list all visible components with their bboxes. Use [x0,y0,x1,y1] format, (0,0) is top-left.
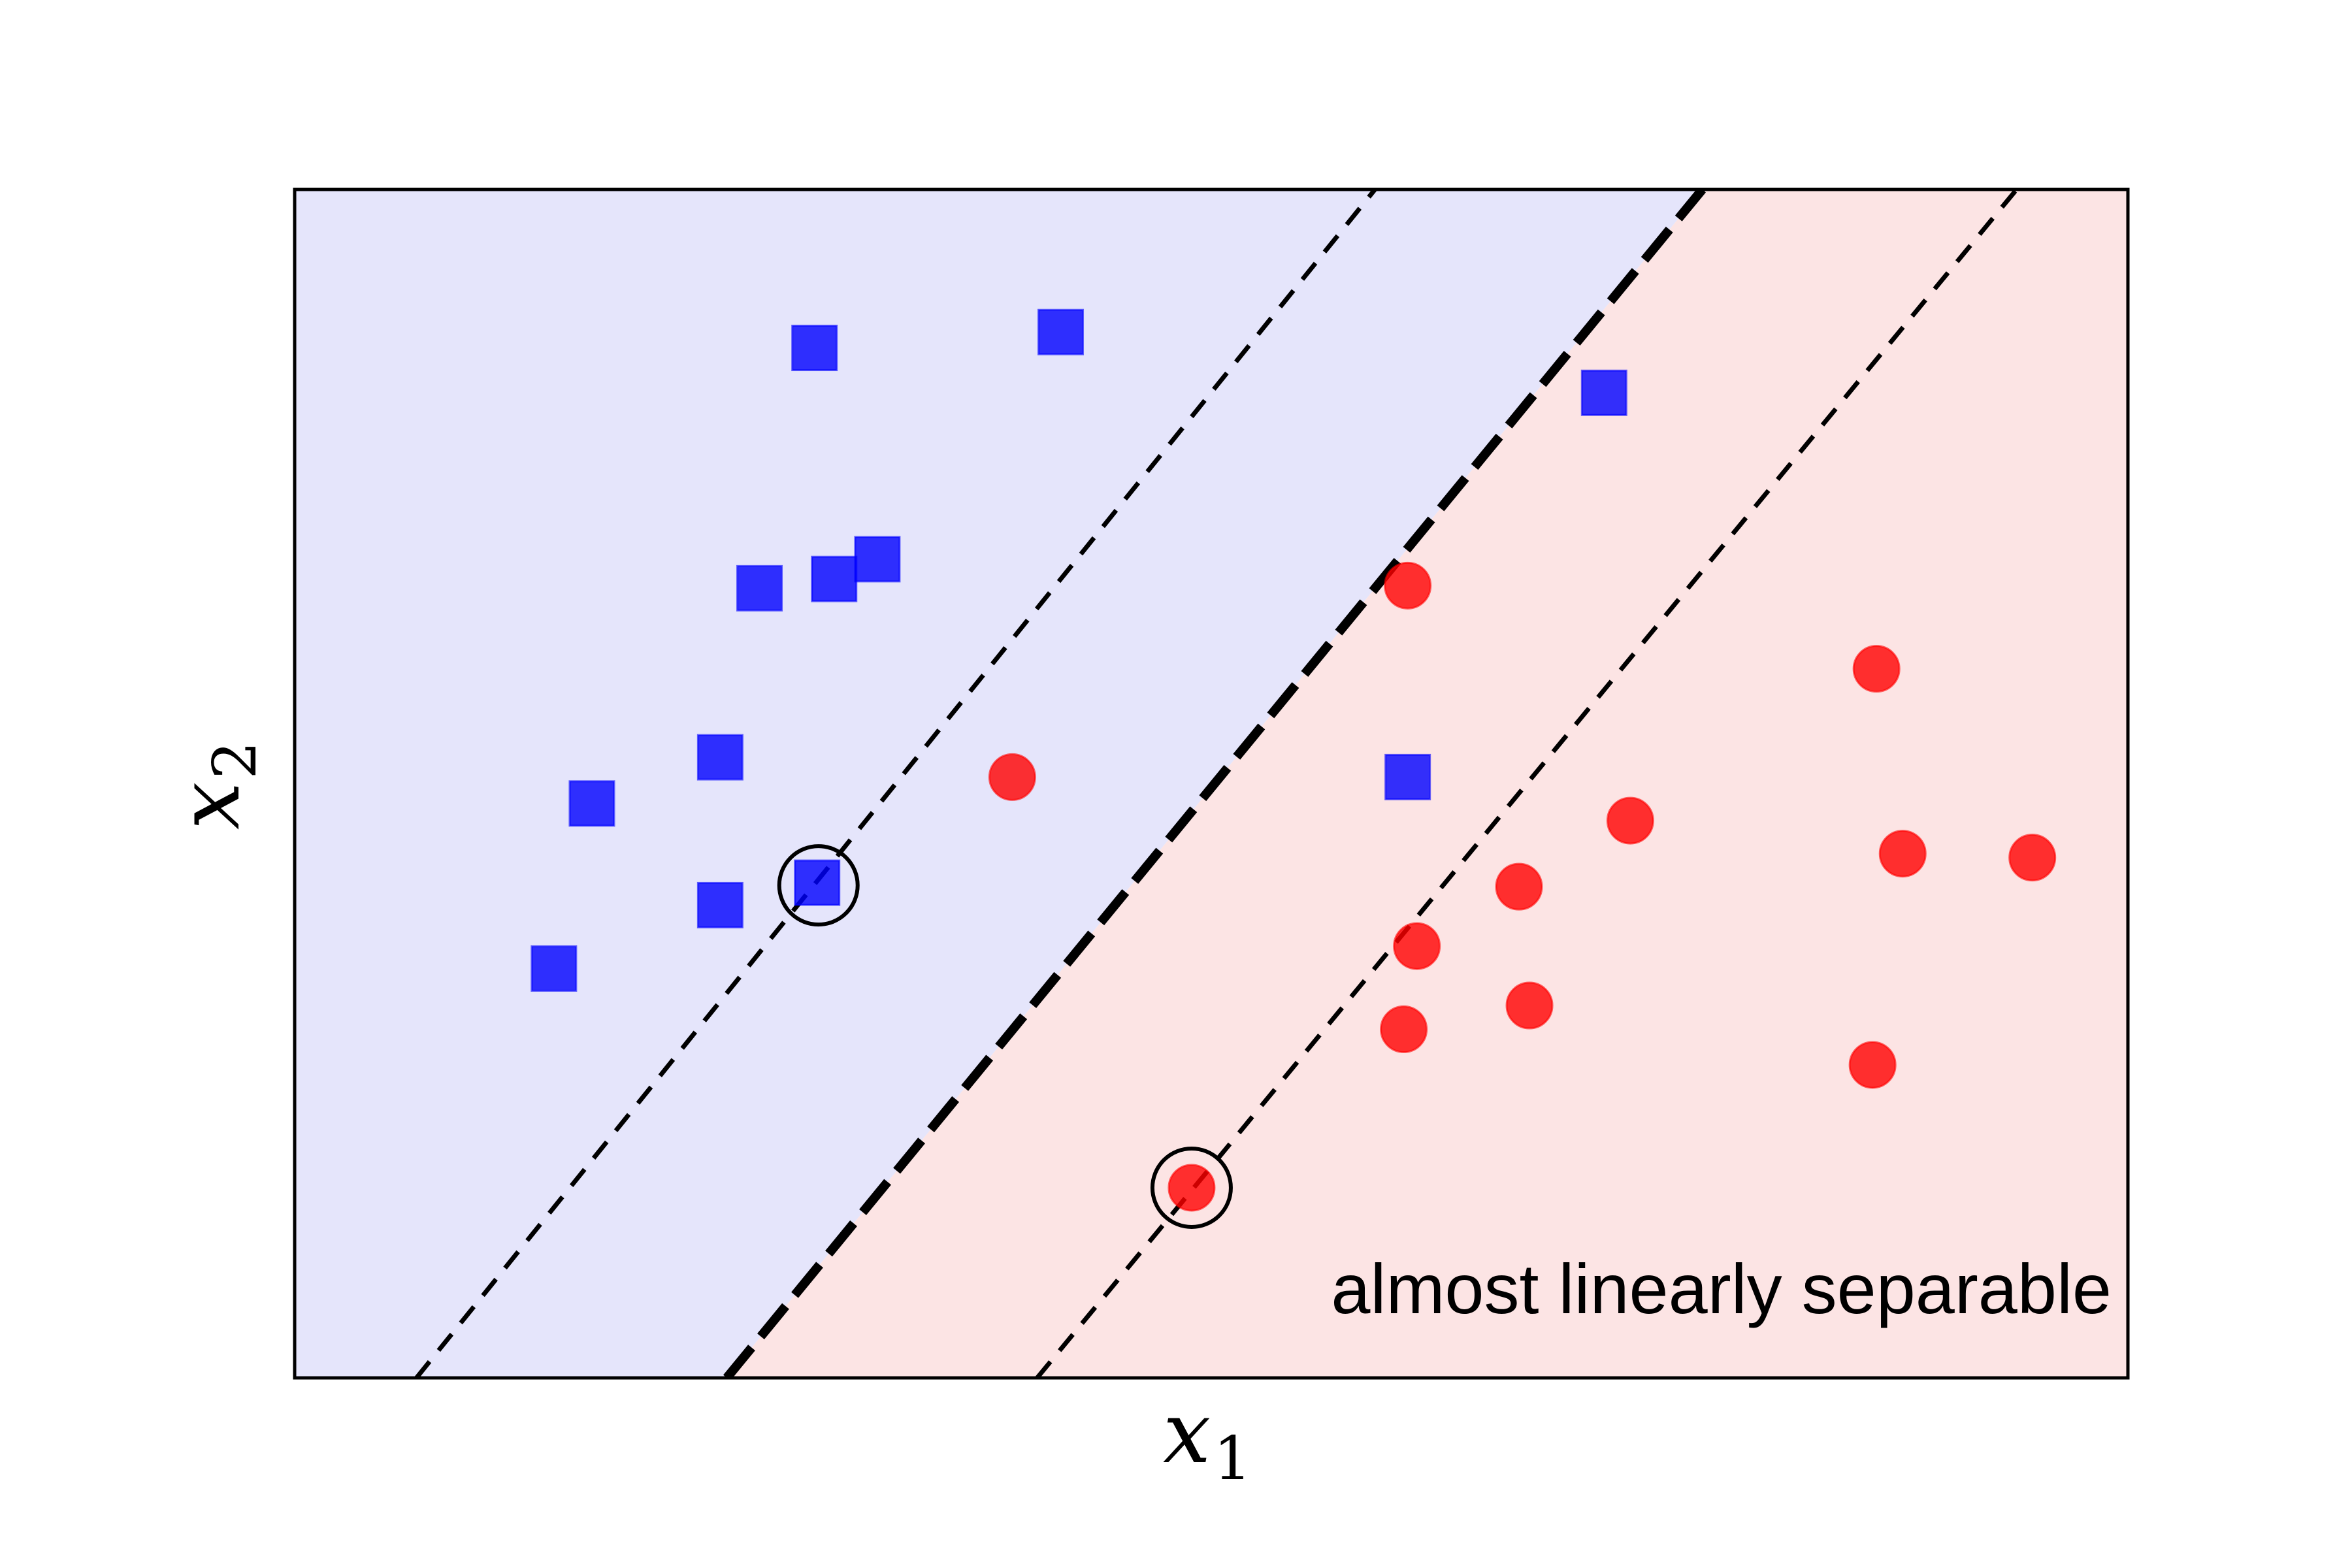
square-point-4 [811,555,858,602]
square-point-1 [1037,308,1085,355]
square-point-6 [696,734,743,781]
square-point-9 [794,859,841,906]
square-point-10 [696,881,743,928]
plot-frame [293,188,2130,1380]
support-vector-ring-0 [777,844,860,927]
plot-area [295,189,2128,1378]
circle-point-10 [1848,1041,1897,1089]
y-axis-title-main: x [159,782,259,830]
margin-line-1 [414,189,1377,1378]
decision-boundary-line [723,189,1707,1378]
circle-point-0 [1384,561,1432,610]
circle-point-11 [1168,1164,1216,1212]
square-point-11 [531,945,578,992]
x-axis-title-main: x [1163,1383,1211,1482]
y-axis-title: x2 [159,741,270,830]
annotation-label: almost linearly separable [1331,1249,2112,1328]
square-point-3 [736,564,783,612]
circle-point-6 [1495,862,1543,911]
circle-point-3 [1606,796,1654,845]
circle-point-5 [2008,834,2057,882]
circle-point-2 [988,753,1036,801]
circle-point-1 [1852,645,1901,693]
square-point-7 [568,780,615,827]
circle-point-8 [1505,981,1554,1030]
support-vector-ring-1 [1150,1146,1233,1229]
circle-point-9 [1380,1005,1428,1053]
square-point-8 [1384,753,1431,800]
data-points [531,308,2057,1212]
square-point-0 [791,325,838,372]
square-point-5 [854,536,901,583]
circle-point-7 [1393,922,1441,970]
support-vector-rings [777,844,1233,1229]
y-axis-title-subscript: 2 [200,741,270,779]
x-axis-title-subscript: 1 [1213,1424,1252,1494]
x-axis-title: x1 [1163,1383,1252,1494]
circle-point-4 [1878,830,1927,878]
square-point-2 [1580,369,1627,416]
